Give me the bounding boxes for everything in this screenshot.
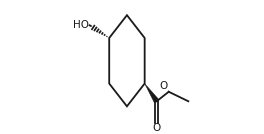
Text: O: O — [153, 123, 161, 133]
Text: O: O — [160, 81, 168, 91]
Text: HO: HO — [73, 20, 89, 30]
Polygon shape — [145, 83, 159, 103]
